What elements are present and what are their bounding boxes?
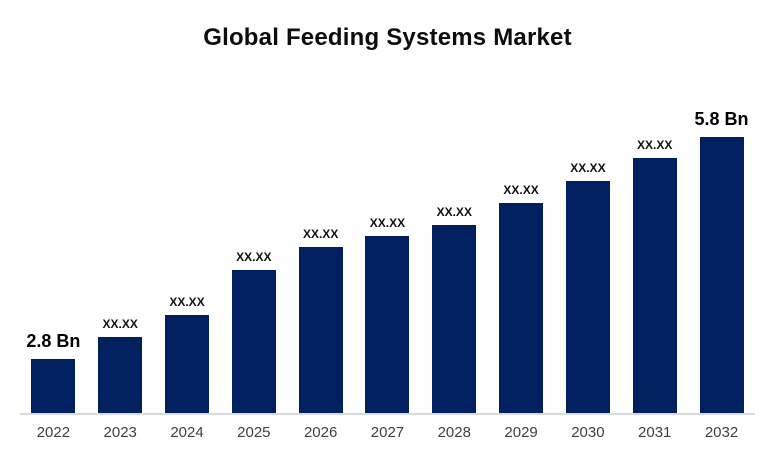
- x-tick-2024: 2024: [170, 424, 204, 441]
- bar-value-label-2027: XX.XX: [369, 216, 406, 230]
- x-tick-2023: 2023: [103, 424, 137, 441]
- bar-column-2030: XX.XX: [555, 161, 622, 413]
- bar-value-label-2032: 5.8 Bn: [694, 109, 749, 129]
- bar-column-2023: XX.XX: [87, 317, 154, 413]
- bar-column-2025: XX.XX: [220, 250, 287, 413]
- bar-2027: [365, 236, 410, 413]
- x-tick-2025: 2025: [237, 424, 271, 441]
- x-tick-2030: 2030: [571, 424, 605, 441]
- chart-title: Global Feeding Systems Market: [203, 24, 572, 51]
- x-tick-2026: 2026: [303, 424, 338, 441]
- plot-area: 2.8 Bn XX.XX XX.XX XX.XX XX.XX XX.XX XX.XX XX.X…: [20, 0, 755, 454]
- bar-column-2031: XX.XX: [621, 138, 688, 413]
- x-tick-2031: 2031: [638, 424, 672, 441]
- bar-column-2024: XX.XX: [154, 295, 221, 413]
- bar-2029: [499, 203, 544, 413]
- x-tick-2029: 2029: [504, 424, 538, 441]
- bar-column-2026: XX.XX: [287, 227, 354, 413]
- bar-value-label-2024: XX.XX: [169, 295, 205, 309]
- bar-value-label-2029: XX.XX: [503, 183, 539, 197]
- bars-container: 2.8 Bn XX.XX XX.XX XX.XX XX.XX XX.XX XX.XX XX.X…: [20, 0, 755, 413]
- bar-value-label-2031: XX.XX: [637, 138, 673, 152]
- x-tick-2022: 2022: [36, 424, 71, 441]
- bar-2023: [98, 337, 143, 413]
- bar-value-label-2030: XX.XX: [570, 161, 606, 175]
- bar-column-2032: 5.8 Bn: [688, 109, 755, 413]
- bar-2025: [231, 270, 276, 413]
- x-tick-2028: 2028: [437, 424, 471, 441]
- bar-column-2022: 2.8 Bn: [20, 331, 87, 413]
- bar-2030: [565, 181, 610, 413]
- bar-2024: [165, 315, 210, 413]
- bar-value-label-2025: XX.XX: [236, 250, 272, 264]
- bar-2026: [298, 247, 343, 413]
- x-axis-line: [20, 413, 755, 415]
- bar-2028: [432, 225, 477, 413]
- x-tick-2027: 2027: [370, 424, 405, 441]
- bar-2031: [632, 158, 677, 413]
- x-axis-tick-labels: 2022 2023 2024 2025 2026 2027 2028 2029 2030 2031…: [20, 424, 755, 441]
- bar-column-2028: XX.XX: [421, 205, 488, 413]
- x-tick-2032: 2032: [704, 424, 739, 441]
- bar-column-2029: XX.XX: [488, 183, 555, 413]
- bar-value-label-2022: 2.8 Bn: [26, 331, 81, 351]
- bar-column-2027: XX.XX: [354, 216, 421, 413]
- bar-value-label-2028: XX.XX: [436, 205, 472, 219]
- bar-value-label-2026: XX.XX: [302, 227, 339, 241]
- bar-value-label-2023: XX.XX: [102, 317, 138, 331]
- bar-2022: [31, 359, 76, 413]
- bar-2032: [699, 137, 744, 413]
